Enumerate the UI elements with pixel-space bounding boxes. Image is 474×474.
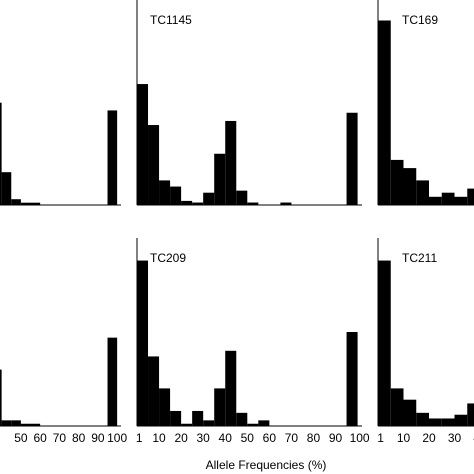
histogram-bar bbox=[181, 423, 193, 426]
histogram-bar bbox=[148, 356, 160, 426]
histogram-bar bbox=[416, 412, 429, 426]
histogram-bar bbox=[441, 192, 455, 205]
histogram-bar bbox=[1, 172, 12, 205]
panel-title: TC169 bbox=[402, 13, 438, 27]
x-axis-title: Allele Frequencies (%) bbox=[206, 458, 327, 472]
histogram-bar bbox=[11, 420, 21, 426]
x-tick-label: 10 bbox=[152, 431, 166, 445]
x-tick-label: 90 bbox=[329, 431, 343, 445]
panel-tc1145: TC1145 bbox=[136, 0, 362, 206]
x-tick-label: 30 bbox=[448, 431, 462, 445]
histogram-bar bbox=[159, 180, 171, 205]
panel-title: TC1145 bbox=[150, 13, 192, 27]
x-tick-label: 1 bbox=[136, 431, 143, 445]
histogram-bar bbox=[403, 399, 417, 426]
histogram-bar bbox=[429, 418, 442, 426]
histogram-bar bbox=[107, 110, 118, 205]
histogram-bar bbox=[236, 190, 248, 205]
histogram-bar bbox=[390, 388, 404, 426]
histogram-bar bbox=[416, 180, 429, 205]
histogram-bar bbox=[378, 260, 391, 426]
histogram-bar bbox=[247, 423, 259, 426]
x-tick-label: 60 bbox=[263, 431, 277, 445]
histogram-bar bbox=[203, 192, 215, 205]
histogram-bar bbox=[11, 199, 21, 205]
x-tick-label: 80 bbox=[72, 431, 86, 445]
x-tick-label: 40 bbox=[219, 431, 233, 445]
histogram-bar bbox=[170, 410, 182, 426]
histogram-bar bbox=[280, 202, 292, 205]
histogram-bar bbox=[192, 410, 204, 426]
histogram-bar bbox=[378, 20, 391, 205]
histogram-bar bbox=[214, 153, 226, 205]
x-tick-label: 100 bbox=[350, 431, 370, 445]
histogram-bar bbox=[236, 412, 248, 426]
panel-tc209: TC209 1 10 20 30 40 50 60 70 80 90 100 bbox=[136, 238, 370, 445]
histogram-bar bbox=[0, 369, 2, 426]
histogram-bar bbox=[192, 202, 204, 205]
histogram-bar bbox=[30, 423, 41, 426]
histogram-bar bbox=[107, 337, 118, 426]
histogram-bar bbox=[225, 350, 237, 426]
x-tick-label: 70 bbox=[285, 431, 299, 445]
x-tick-label: 90 bbox=[91, 431, 105, 445]
histogram-bar bbox=[454, 196, 468, 205]
x-tick-label: 10 bbox=[397, 431, 411, 445]
histogram-bar bbox=[429, 196, 442, 205]
x-tick-label: 60 bbox=[33, 431, 47, 445]
histogram-bar bbox=[225, 120, 237, 205]
x-tick-label: 1 bbox=[377, 431, 384, 445]
x-tick-label: 100 bbox=[107, 431, 127, 445]
histogram-bar bbox=[30, 202, 41, 205]
x-tick-label: 20 bbox=[422, 431, 436, 445]
x-tick-label: 50 bbox=[14, 431, 28, 445]
panel-title: TC211 bbox=[402, 251, 437, 265]
panel-tc169: TC169 bbox=[377, 0, 474, 206]
panel-tc211: TC211110203040 bbox=[377, 238, 474, 445]
histogram-bar bbox=[247, 202, 259, 205]
histogram-bar bbox=[181, 200, 193, 205]
histogram-bar bbox=[137, 84, 149, 205]
histogram-bar bbox=[20, 202, 31, 205]
histogram-bar bbox=[0, 102, 2, 205]
histogram-bar bbox=[390, 159, 404, 205]
x-tick-label: 50 bbox=[241, 431, 255, 445]
x-tick-label: 80 bbox=[307, 431, 321, 445]
histogram-bar bbox=[346, 112, 358, 205]
histogram-bar bbox=[170, 186, 182, 205]
histogram-bar bbox=[441, 418, 455, 426]
histogram-bar bbox=[148, 125, 160, 205]
histogram-bar bbox=[137, 260, 149, 426]
histogram-bar bbox=[454, 414, 468, 426]
histogram-bar bbox=[203, 420, 215, 426]
x-tick-label: 70 bbox=[53, 431, 67, 445]
x-tick-label: 20 bbox=[174, 431, 188, 445]
histogram-bar bbox=[467, 188, 474, 205]
x-tick-label: 30 bbox=[196, 431, 210, 445]
histogram-bar bbox=[214, 388, 226, 426]
histogram-bar bbox=[346, 332, 358, 426]
histogram-bar bbox=[258, 420, 270, 426]
histogram-bar bbox=[159, 388, 171, 426]
histogram-bar bbox=[20, 423, 31, 426]
panel-top-left bbox=[0, 102, 121, 206]
histogram-bar bbox=[403, 168, 417, 205]
histogram-bar bbox=[1, 420, 12, 426]
panel-bottom-left: 50 60 70 80 90 100 bbox=[0, 337, 127, 445]
histogram-bar bbox=[467, 403, 474, 426]
panel-title: TC209 bbox=[150, 251, 186, 265]
